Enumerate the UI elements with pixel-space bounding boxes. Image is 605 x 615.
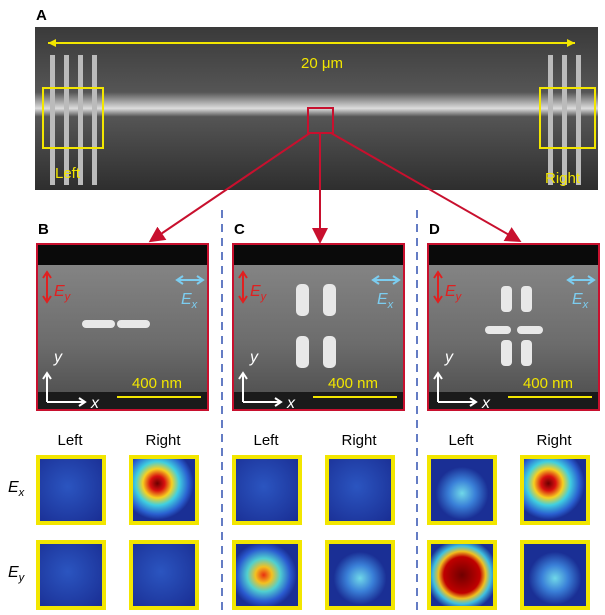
panel-label: B	[38, 221, 49, 238]
substrate-edge	[38, 245, 207, 265]
bottom-edge	[234, 392, 403, 409]
bar	[323, 284, 336, 316]
field-map	[522, 457, 588, 523]
axis-y-label: y	[249, 349, 259, 366]
right-label: Right	[545, 170, 581, 187]
field-map	[38, 542, 104, 608]
bar	[521, 340, 532, 366]
bottom-edge	[429, 392, 598, 409]
bar	[296, 284, 309, 316]
substrate-edge	[429, 245, 598, 265]
bar	[517, 326, 543, 334]
subscript: x	[582, 299, 589, 311]
symbol: E	[250, 283, 261, 300]
bar	[521, 286, 532, 312]
figure: A 20 μm Left Right BEyExyx400 nmLeftRigh…	[0, 0, 605, 615]
scale-label: 400 nm	[523, 375, 573, 392]
panel-label: A	[36, 7, 47, 24]
panel-label: C	[234, 221, 245, 238]
axis-x-label: x	[90, 395, 100, 412]
subscript: x	[18, 487, 25, 499]
field-map	[429, 457, 495, 523]
axis-y-label: y	[444, 349, 454, 366]
field-map	[131, 542, 197, 608]
left-label: Left	[55, 165, 81, 182]
symbol: E	[377, 291, 388, 308]
scale-label: 400 nm	[328, 375, 378, 392]
bar	[82, 320, 115, 328]
field-map	[429, 542, 495, 608]
axis-x-label: x	[286, 395, 296, 412]
field-map	[522, 542, 588, 608]
column-label: Left	[253, 432, 279, 449]
scale-label: 400 nm	[132, 375, 182, 392]
symbol: E	[572, 291, 583, 308]
symbol: E	[445, 283, 456, 300]
row-label: Ey	[8, 564, 26, 584]
field-map	[327, 457, 393, 523]
column-label: Left	[448, 432, 474, 449]
axis-x-label: x	[481, 395, 491, 412]
sem-image	[233, 244, 404, 410]
field-map	[327, 542, 393, 608]
field-map	[234, 457, 300, 523]
field-map	[38, 457, 104, 523]
subscript: x	[387, 299, 394, 311]
bar	[501, 340, 512, 366]
bar	[117, 320, 150, 328]
bar	[323, 336, 336, 368]
bar	[501, 286, 512, 312]
column-label: Right	[341, 432, 377, 449]
bottom-edge	[38, 392, 207, 409]
subscript: x	[191, 299, 198, 311]
field-map	[131, 457, 197, 523]
scale-label: 20 μm	[301, 55, 343, 72]
sem-image	[428, 244, 599, 410]
axis-y-label: y	[53, 349, 63, 366]
subscript: y	[18, 572, 26, 584]
substrate-edge	[234, 245, 403, 265]
symbol: E	[8, 479, 19, 496]
field-map	[234, 542, 300, 608]
column-label: Right	[145, 432, 181, 449]
panel-label: D	[429, 221, 440, 238]
bar	[296, 336, 309, 368]
symbol: E	[8, 564, 19, 581]
column-label: Right	[536, 432, 572, 449]
symbol: E	[54, 283, 65, 300]
row-label: Ex	[8, 479, 25, 499]
column-label: Left	[57, 432, 83, 449]
bar	[485, 326, 511, 334]
symbol: E	[181, 291, 192, 308]
